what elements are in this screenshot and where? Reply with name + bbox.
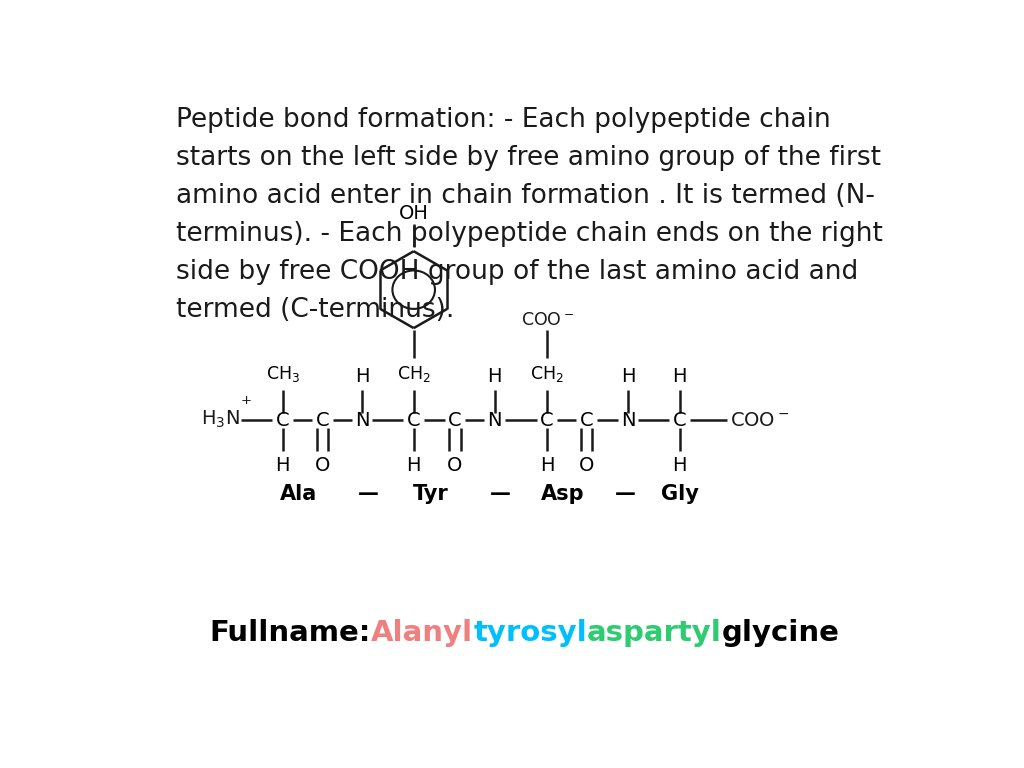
Text: —: — [358,485,379,505]
Text: H: H [275,456,290,475]
Text: N: N [487,411,502,430]
Text: —: — [490,485,511,505]
Text: H: H [355,366,370,386]
Text: Fullname:: Fullname: [210,619,371,647]
Text: N: N [621,411,635,430]
Text: H: H [407,456,421,475]
Text: CH$_3$: CH$_3$ [265,363,300,384]
Text: —: — [614,485,636,505]
Text: H: H [621,366,635,386]
Text: C: C [580,411,594,430]
Text: H: H [487,366,502,386]
Text: N: N [355,411,370,430]
Text: Alanyl: Alanyl [371,619,473,647]
Text: Tyr: Tyr [413,485,449,505]
Text: COO$^-$: COO$^-$ [729,411,788,430]
Text: H: H [673,366,687,386]
Text: H: H [673,456,687,475]
Text: C: C [407,411,421,430]
Text: OH: OH [398,204,429,223]
Text: O: O [447,456,463,475]
Text: Peptide bond formation: - Each polypeptide chain
starts on the left side by free: Peptide bond formation: - Each polypepti… [176,107,883,323]
Text: Gly: Gly [660,485,698,505]
Text: tyrosyl: tyrosyl [473,619,587,647]
Text: COO$^-$: COO$^-$ [520,311,573,329]
Text: +: + [241,394,252,407]
Text: C: C [541,411,554,430]
Text: CH$_2$: CH$_2$ [530,363,564,384]
Text: H$_3$N: H$_3$N [201,409,240,430]
Text: aspartyl: aspartyl [587,619,722,647]
Text: C: C [449,411,462,430]
Text: Asp: Asp [541,485,585,505]
Text: C: C [673,411,686,430]
Text: CH$_2$: CH$_2$ [396,363,431,384]
Text: C: C [275,411,290,430]
Text: H: H [540,456,554,475]
Text: C: C [315,411,330,430]
Text: O: O [579,456,594,475]
Text: glycine: glycine [722,619,840,647]
Text: Ala: Ala [280,485,317,505]
Text: O: O [314,456,330,475]
